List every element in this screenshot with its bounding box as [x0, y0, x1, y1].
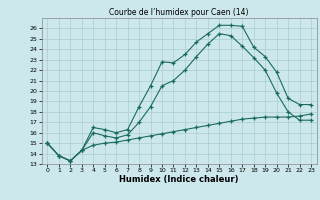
X-axis label: Humidex (Indice chaleur): Humidex (Indice chaleur) [119, 175, 239, 184]
Title: Courbe de l’humidex pour Caen (14): Courbe de l’humidex pour Caen (14) [109, 8, 249, 17]
